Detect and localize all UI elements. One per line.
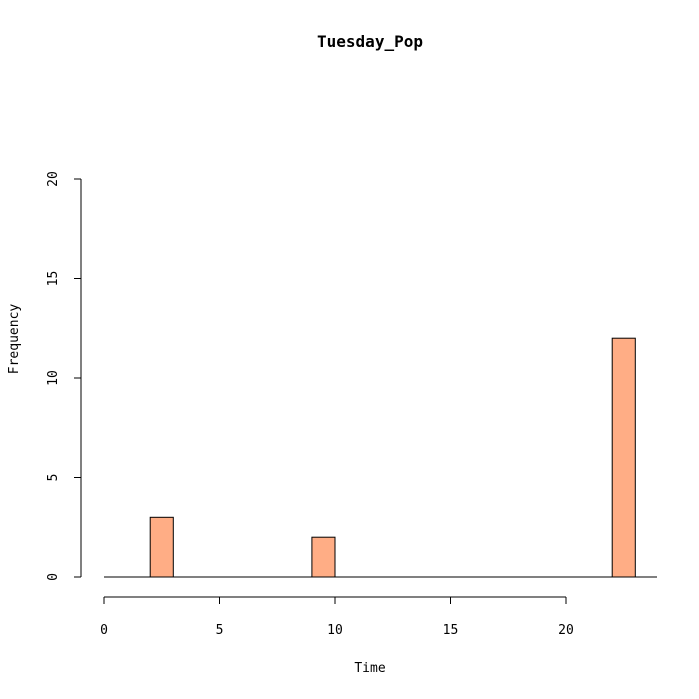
x-axis: 0 5 10 15 20	[100, 596, 574, 638]
histogram-bar	[311, 536, 336, 578]
y-axis-label: Frequency	[7, 304, 22, 375]
y-tick-label: 0	[46, 573, 61, 581]
y-tick-label: 15	[46, 271, 61, 287]
x-tick-label: 20	[558, 623, 574, 638]
bars-group	[149, 337, 636, 578]
x-axis-label: Time	[354, 661, 385, 676]
x-tick-label: 0	[100, 623, 108, 638]
x-tick-label: 15	[443, 623, 459, 638]
chart-title: Tuesday_Pop	[317, 32, 423, 51]
y-tick-label: 10	[46, 370, 61, 386]
histogram-bar	[149, 516, 174, 578]
x-tick-label: 10	[327, 623, 343, 638]
x-tick-label: 5	[216, 623, 224, 638]
histogram-bar	[611, 337, 636, 578]
y-tick-label: 20	[46, 171, 61, 187]
y-tick-label: 5	[46, 474, 61, 482]
y-axis: 0 5 10 15 20	[46, 171, 82, 581]
